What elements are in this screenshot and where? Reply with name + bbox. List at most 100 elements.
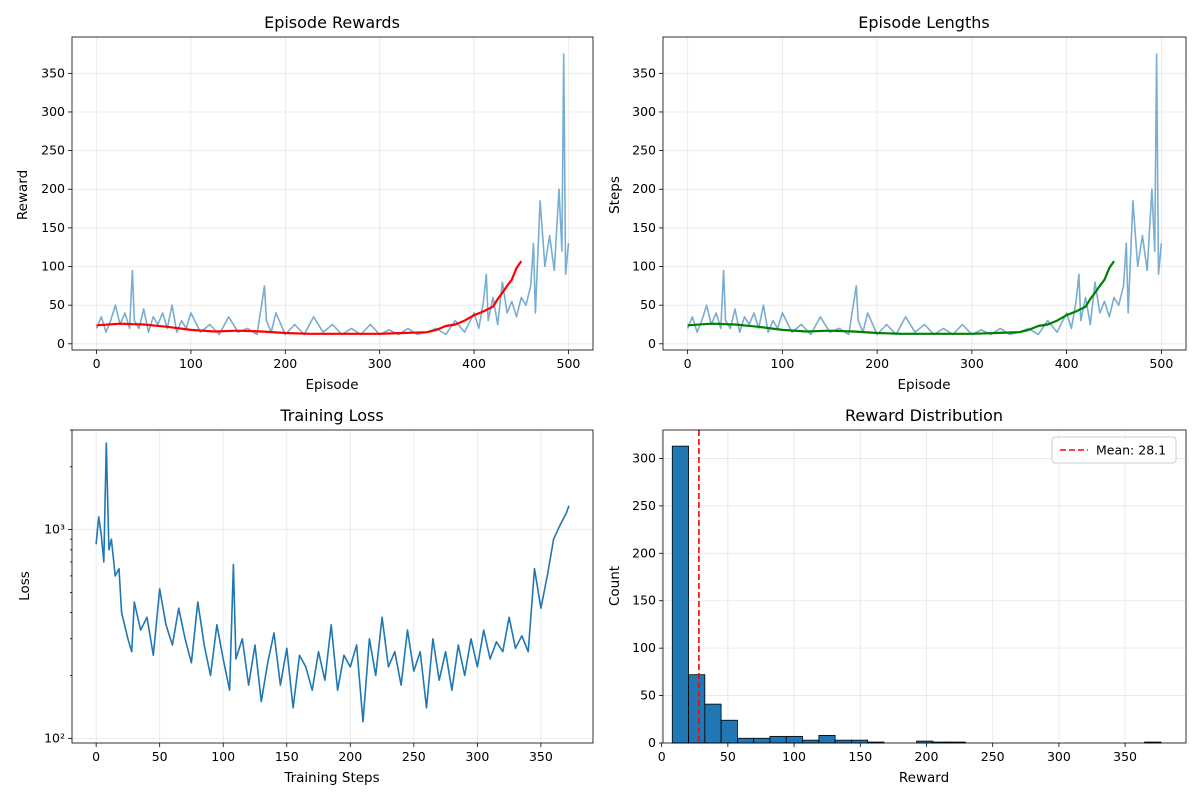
x-tick-label: 200 — [915, 749, 939, 764]
x-tick-label: 0 — [93, 356, 101, 371]
y-tick-label: 50 — [49, 297, 65, 312]
y-tick-label: 0 — [648, 336, 656, 351]
y-tick-label: 0 — [648, 735, 656, 750]
panel-title: Reward Distribution — [845, 406, 1003, 425]
panel-title: Training Loss — [279, 406, 383, 425]
y-tick-label: 200 — [632, 545, 656, 560]
x-tick-label: 100 — [179, 356, 203, 371]
y-tick-label: 300 — [41, 104, 65, 119]
axes-frame — [662, 36, 1187, 351]
plot-area — [95, 442, 570, 723]
y-tick-label: 100 — [632, 259, 656, 274]
plot-area — [686, 53, 1163, 336]
x-tick-label: 50 — [152, 749, 168, 764]
panel-title: Episode Rewards — [264, 13, 400, 32]
x-tick-label: 0 — [658, 749, 666, 764]
x-tick-label: 400 — [1055, 356, 1079, 371]
grid — [663, 37, 1186, 350]
x-tick-label: 500 — [1149, 356, 1173, 371]
ticks: 0 50 100 150 200 250 300 350 10² 10³ — [44, 429, 553, 764]
series-smoothed — [96, 260, 523, 335]
histogram-bar — [720, 719, 738, 744]
plot-area — [95, 53, 570, 336]
y-axis-label: Reward — [15, 170, 31, 220]
x-tick-label: 100 — [211, 749, 235, 764]
panel-title: Episode Lengths — [858, 13, 989, 32]
histogram-bar — [818, 735, 836, 744]
y-tick-label: 200 — [632, 181, 656, 196]
grid — [72, 430, 593, 743]
axes-frame — [71, 36, 594, 351]
y-tick-label: 250 — [632, 143, 656, 158]
x-tick-label: 150 — [275, 749, 299, 764]
ticks: 0 100 200 300 400 500 0 50 100 150 200 250 300 350 — [632, 65, 1173, 371]
y-tick-label: 200 — [41, 181, 65, 196]
x-axis-label: Training Steps — [283, 770, 379, 786]
y-tick-label: 350 — [632, 65, 656, 80]
y-tick-label: 250 — [41, 143, 65, 158]
y-axis-label: Steps — [607, 176, 623, 214]
y-tick-label: 10² — [44, 730, 65, 745]
histogram-bar — [785, 735, 803, 744]
x-tick-label: 300 — [1047, 749, 1071, 764]
axes-frame — [662, 429, 1187, 744]
panel-episode-lengths: Episode Lengths Episode Steps 0 100 200 300… — [607, 13, 1187, 393]
histogram-bar — [851, 739, 869, 744]
y-tick-label: 350 — [41, 65, 65, 80]
x-tick-label: 200 — [273, 356, 297, 371]
panel-reward-distribution: Reward Distribution Reward Count 0 50 100 1… — [607, 406, 1187, 786]
histogram-bar — [834, 739, 852, 744]
grid — [661, 430, 1186, 744]
x-tick-label: 300 — [368, 356, 392, 371]
x-tick-label: 100 — [782, 749, 806, 764]
y-tick-label: 150 — [632, 220, 656, 235]
series-raw — [686, 53, 1163, 336]
histogram-bar — [753, 737, 771, 744]
histogram-bar — [802, 739, 820, 744]
x-axis-label: Episode — [897, 377, 950, 393]
y-tick-label: 250 — [632, 498, 656, 513]
series-smoothed — [687, 260, 1115, 335]
histogram-bar — [769, 735, 787, 744]
y-axis-label: Loss — [17, 571, 33, 601]
panel-training-loss: Training Loss Training Steps Loss 0 50 100… — [17, 406, 594, 786]
legend-label: Mean: 28.1 — [1096, 443, 1166, 458]
y-tick-label: 10³ — [44, 522, 65, 537]
x-tick-label: 50 — [720, 749, 736, 764]
ticks: 0 50 100 150 200 250 300 350 0 50 100 150 200 250 300 — [632, 450, 1137, 764]
x-tick-label: 250 — [402, 749, 426, 764]
histogram-bar — [671, 445, 689, 744]
y-tick-label: 50 — [640, 297, 656, 312]
x-axis-label: Reward — [899, 770, 949, 786]
x-tick-label: 100 — [770, 356, 794, 371]
grid — [72, 37, 593, 350]
x-tick-label: 150 — [848, 749, 872, 764]
x-tick-label: 200 — [865, 356, 889, 371]
y-tick-label: 150 — [41, 220, 65, 235]
x-tick-label: 0 — [92, 749, 100, 764]
legend: Mean: 28.1 — [1051, 436, 1177, 464]
y-tick-label: 0 — [57, 336, 65, 351]
x-tick-label: 500 — [557, 356, 581, 371]
axes-frame — [71, 429, 594, 744]
x-tick-label: 250 — [981, 749, 1005, 764]
y-tick-label: 300 — [632, 104, 656, 119]
y-tick-label: 150 — [632, 593, 656, 608]
histogram-bar — [704, 703, 722, 744]
x-tick-label: 200 — [338, 749, 362, 764]
series-line — [95, 442, 570, 723]
y-tick-label: 50 — [640, 688, 656, 703]
legend-box — [1051, 436, 1177, 464]
plot-area — [671, 430, 1162, 744]
histogram-bar — [688, 674, 706, 744]
y-tick-label: 100 — [632, 640, 656, 655]
x-axis-label: Episode — [305, 377, 358, 393]
x-tick-label: 300 — [960, 356, 984, 371]
panel-episode-rewards: Episode Rewards Episode Reward 0 100 200 30… — [15, 13, 594, 393]
y-axis-label: Count — [607, 566, 623, 606]
x-tick-label: 400 — [462, 356, 486, 371]
series-raw — [95, 53, 570, 336]
y-tick-label: 300 — [632, 450, 656, 465]
x-tick-label: 300 — [465, 749, 489, 764]
